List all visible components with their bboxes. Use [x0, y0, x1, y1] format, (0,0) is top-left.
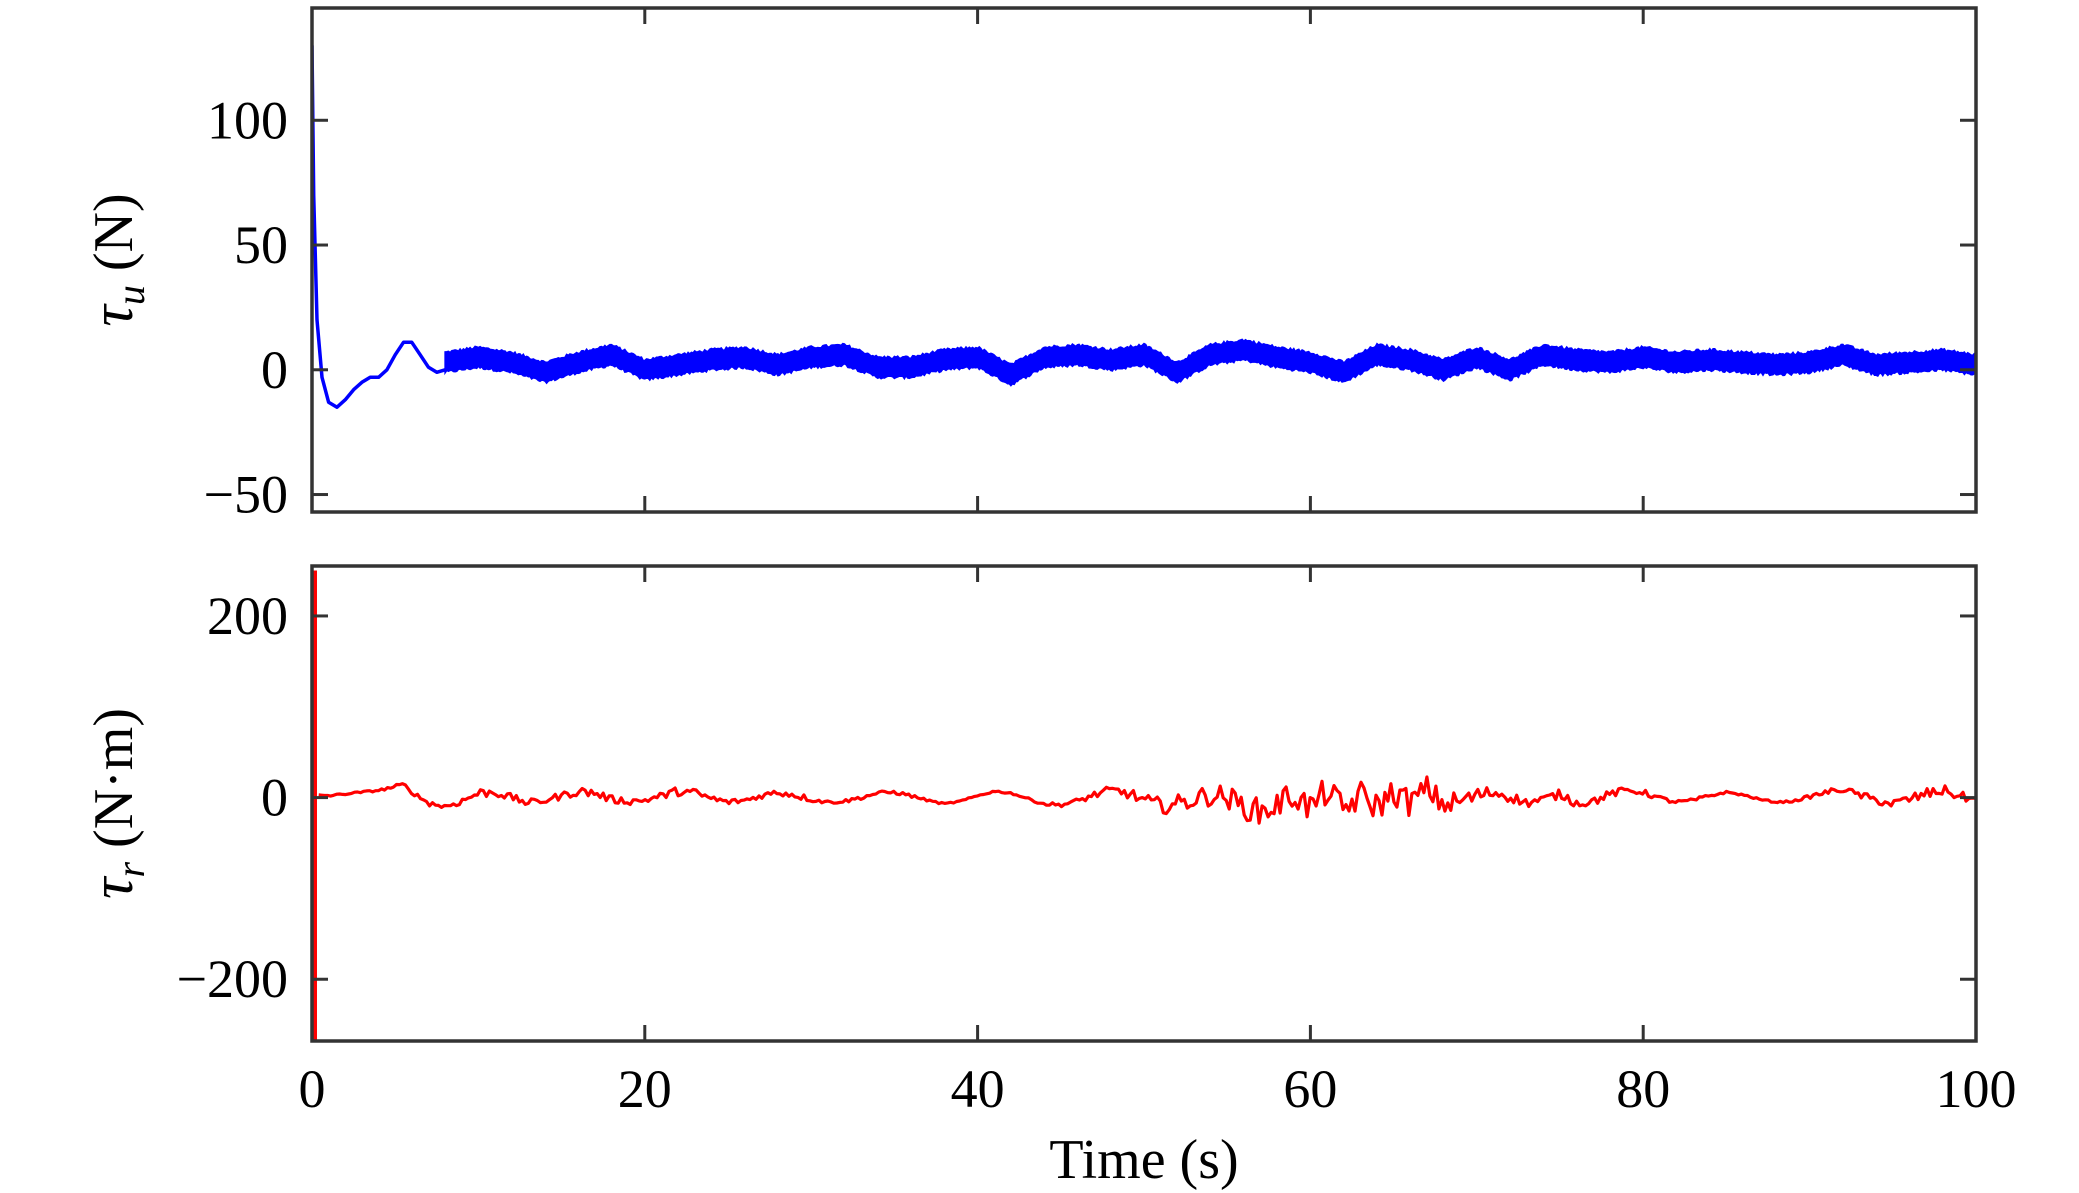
x-axis-label: Time (s) [1049, 1129, 1238, 1191]
x-tick-label: 40 [951, 1059, 1005, 1119]
top-plot-thrust: −50 0 50 100 τu (N) [79, 6, 1978, 525]
y-axis-label: τu (N) [79, 193, 153, 326]
x-tick-label: 80 [1616, 1059, 1670, 1119]
axes-frame [310, 564, 1978, 1043]
y-tick-label: 50 [234, 215, 288, 275]
x-tick-label: 20 [618, 1059, 672, 1119]
y-tick-label: 200 [207, 586, 288, 646]
axes-frame [310, 6, 1978, 514]
x-tick-label: 0 [299, 1059, 326, 1119]
y-tick-label: −50 [204, 465, 288, 525]
y-tick-label: 0 [261, 340, 288, 400]
y-axis-label: τr (N·m) [79, 708, 153, 899]
x-tick-label: 100 [1936, 1059, 2017, 1119]
plot-area [312, 570, 1976, 1041]
x-tick-label: 60 [1283, 1059, 1337, 1119]
y-tick-label: 100 [207, 90, 288, 150]
y-tick-label: −200 [177, 949, 288, 1009]
plot-area [312, 45, 1976, 409]
y-tick-label: 0 [261, 768, 288, 828]
series-line [312, 45, 446, 409]
series-line [318, 775, 1976, 825]
series-band [444, 338, 1976, 387]
